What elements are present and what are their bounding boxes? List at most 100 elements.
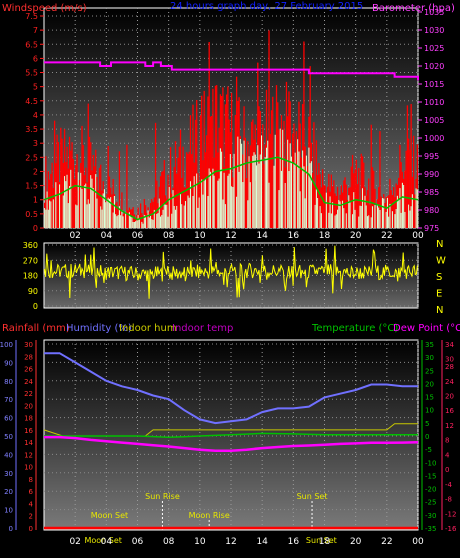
rain-tick-label: 6 xyxy=(29,488,34,496)
temperature-tick-label: 0 xyxy=(425,433,429,441)
direction-tick-label: 0 xyxy=(33,302,38,311)
dew-point-tick-label: -4 xyxy=(445,481,453,489)
humidity-tick-label: 50 xyxy=(4,433,13,441)
temperature-tick-label: 15 xyxy=(425,394,434,402)
event-label: Moon Rise xyxy=(189,511,230,520)
rain-tick-label: 10 xyxy=(24,464,33,472)
event-label: Moon Set xyxy=(84,536,121,545)
x-tick-label: 22 xyxy=(381,537,392,547)
x-tick-label: 18 xyxy=(319,537,331,547)
windspeed-tick-label: 3 xyxy=(33,139,38,148)
temperature-tick-label: -25 xyxy=(425,499,436,507)
x-tick-label: 10 xyxy=(194,231,206,241)
x-tick-label: 00 xyxy=(412,537,424,547)
windspeed-tick-label: 2.5 xyxy=(25,153,38,162)
humidity-tick-label: 90 xyxy=(4,359,13,367)
rain-tick-label: 28 xyxy=(24,353,33,361)
chart-title: 24 hours graph day, 27 February 2015 xyxy=(170,1,363,12)
x-tick-label: 18 xyxy=(319,231,331,241)
x-tick-label: 04 xyxy=(101,537,113,547)
x-tick-label: 12 xyxy=(225,231,236,241)
windspeed-tick-label: 7 xyxy=(33,26,38,35)
windspeed-tick-label: 1 xyxy=(33,196,38,205)
left-axis-title: Rainfall (mm) xyxy=(2,323,70,334)
humidity-tick-label: 30 xyxy=(4,470,13,478)
x-tick-label: 20 xyxy=(350,231,362,241)
humidity-tick-label: 10 xyxy=(4,507,13,515)
rain-tick-label: 18 xyxy=(24,415,33,423)
barometer-tick-label: 1015 xyxy=(424,80,444,89)
windspeed-tick-label: 1.5 xyxy=(25,182,38,191)
windspeed-tick-label: 4.5 xyxy=(25,97,38,106)
rain-tick-label: 14 xyxy=(24,439,33,447)
x-tick-label: 06 xyxy=(132,231,144,241)
barometer-tick-label: 1005 xyxy=(424,116,444,125)
dew-point-line xyxy=(44,435,419,452)
temperature-tick-label: 25 xyxy=(425,367,434,375)
dew-point-tick-label: -16 xyxy=(445,525,457,533)
rain-tick-label: 2 xyxy=(29,513,33,521)
temperature-tick-label: 5 xyxy=(425,420,429,428)
event-label: Moon Set xyxy=(91,511,128,520)
x-tick-label: 10 xyxy=(194,537,206,547)
rain-tick-label: 12 xyxy=(24,451,33,459)
rain-tick-label: 22 xyxy=(24,390,33,398)
barometer-tick-label: 1025 xyxy=(424,44,444,53)
rain-tick-label: 16 xyxy=(24,427,33,435)
windspeed-tick-label: 4 xyxy=(33,111,38,120)
x-tick-label: 08 xyxy=(163,231,175,241)
x-tick-label: 04 xyxy=(101,231,113,241)
dew-point-tick-label: 0 xyxy=(445,466,449,474)
direction-tick-label: 270 xyxy=(23,256,38,265)
humidity-tick-label: 70 xyxy=(4,396,13,404)
windspeed-tick-label: 2 xyxy=(33,167,38,176)
direction-tick-label: 90 xyxy=(28,287,38,296)
windspeed-tick-label: 5.5 xyxy=(25,69,38,78)
humidity-tick-label: 60 xyxy=(4,415,13,423)
wind-speed-bars xyxy=(43,30,419,228)
x-tick-label: 14 xyxy=(256,231,268,241)
dew-point-tick-label: 8 xyxy=(445,437,449,445)
barometer-tick-label: 1000 xyxy=(424,134,444,143)
temperature-tick-label: 20 xyxy=(425,380,434,388)
rain-tick-label: 0 xyxy=(29,525,33,533)
wind-average-line xyxy=(43,156,419,221)
wind-panel-x-ticks: 02 04 06 08 10 12 14 16 18 20 22 00 xyxy=(69,231,424,241)
barometer-tick-label: 985 xyxy=(424,188,439,197)
temp-panel-axes: 0102030405060708090100024681012141618202… xyxy=(0,340,457,533)
barometer-axis-title: Barometer (hpa) xyxy=(372,3,455,14)
windspeed-tick-label: 0.5 xyxy=(25,210,38,219)
x-tick-label: 02 xyxy=(69,537,80,547)
humidity-tick-label: 20 xyxy=(4,488,13,496)
temp-panel-axis-titles: Rainfall (mm)Humidity (%)Indoor humIndoo… xyxy=(2,323,460,334)
right-axis-title: Dew Point (°C) xyxy=(393,323,460,334)
temperature-tick-label: -20 xyxy=(425,486,436,494)
x-tick-label: 16 xyxy=(288,231,300,241)
rain-tick-label: 20 xyxy=(24,402,33,410)
x-tick-label: 16 xyxy=(288,537,300,547)
humidity-line xyxy=(44,352,418,425)
wind-panel-lines xyxy=(43,61,419,221)
temperature-tick-label: -30 xyxy=(425,512,436,520)
humidity-tick-label: 40 xyxy=(4,451,13,459)
dew-point-tick-label: 34 xyxy=(445,341,454,349)
barometer-tick-label: 1010 xyxy=(424,98,444,107)
barometer-tick-label: 995 xyxy=(424,152,439,161)
dew-point-tick-label: 24 xyxy=(445,378,454,386)
rain-tick-label: 4 xyxy=(29,500,34,508)
barometer-axis-ticks: 975 980 985 990 995 1000 1005 1010 1015 1020 1025 1… xyxy=(418,8,444,233)
temp-panel-x-ticks: 02 04 06 08 10 12 14 16 18 20 22 00 xyxy=(69,537,424,547)
rain-tick-label: 8 xyxy=(29,476,33,484)
x-tick-label: 14 xyxy=(256,537,268,547)
compass-label: N xyxy=(436,239,443,250)
event-label: Sun Rise xyxy=(145,492,180,501)
barometer-tick-label: 975 xyxy=(424,224,439,233)
barometer-tick-label: 990 xyxy=(424,170,439,179)
direction-tick-label: 180 xyxy=(23,272,38,281)
dew-point-tick-label: 28 xyxy=(445,363,454,371)
left-axis-title: Indoor temp xyxy=(172,323,233,334)
x-tick-label: 20 xyxy=(350,537,362,547)
x-tick-label: 06 xyxy=(132,537,144,547)
